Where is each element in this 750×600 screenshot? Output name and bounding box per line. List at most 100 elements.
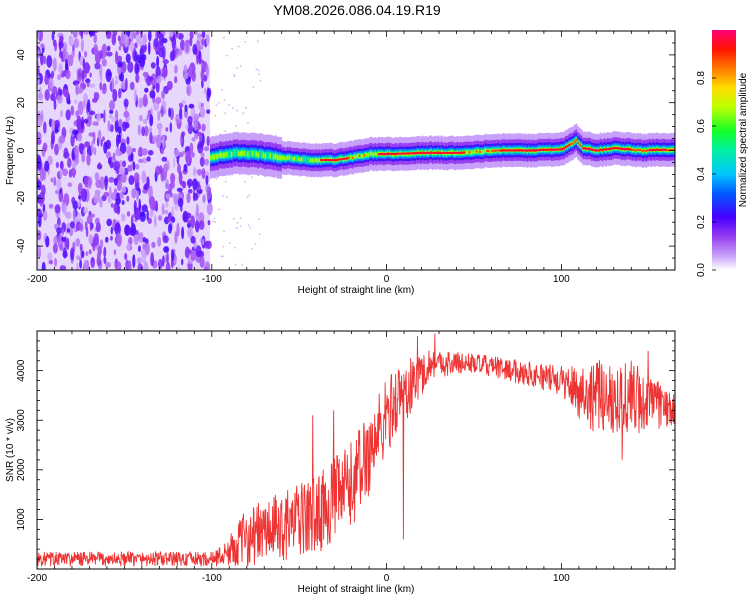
- signal-band-slice: [283, 156, 286, 160]
- noise-speckle: [120, 31, 126, 45]
- colorbar-tick-label: 0.0: [696, 263, 707, 277]
- noise-speckle: [89, 83, 96, 88]
- snr-series-line: [37, 333, 675, 568]
- signal-band-slice: [578, 143, 581, 146]
- noise-speckle: [110, 235, 113, 241]
- noise-speckle: [101, 136, 105, 142]
- signal-band-slice: [210, 155, 213, 161]
- noise-speckle: [187, 227, 193, 239]
- signal-band-slice: [288, 155, 291, 160]
- signal-band-slice: [355, 154, 358, 159]
- signal-band-slice: [643, 149, 646, 152]
- noise-speckle: [93, 147, 97, 156]
- noise-speckle: [40, 43, 45, 49]
- noise-speckle: [141, 148, 148, 156]
- noise-speckle: [82, 58, 86, 70]
- noise-speckle: [224, 112, 226, 114]
- signal-band-slice: [318, 158, 321, 163]
- noise-speckle: [108, 176, 115, 183]
- snr-y-tick-label: 4000: [16, 359, 27, 382]
- signal-core-slice: [505, 149, 508, 152]
- noise-speckle: [67, 182, 73, 187]
- signal-core-slice: [596, 149, 599, 152]
- signal-band-slice: [222, 152, 225, 158]
- noise-speckle: [101, 85, 107, 95]
- noise-speckle: [194, 31, 198, 35]
- spectrogram-x-tick-label: -100: [202, 274, 222, 285]
- spectrogram-y-label: Frequency (Hz): [5, 116, 16, 185]
- noise-speckle: [53, 119, 60, 130]
- signal-core-slice: [442, 151, 445, 154]
- signal-core-slice: [566, 145, 569, 148]
- noise-speckle: [149, 114, 154, 127]
- noise-speckle: [171, 216, 176, 223]
- noise-speckle: [73, 38, 80, 48]
- noise-speckle: [37, 31, 40, 40]
- signal-core-slice: [414, 152, 417, 155]
- signal-core-slice: [412, 152, 415, 155]
- noise-speckle: [148, 76, 154, 82]
- noise-speckle: [157, 236, 162, 247]
- noise-speckle: [186, 178, 194, 187]
- signal-core-slice: [409, 152, 412, 155]
- noise-speckle: [249, 226, 252, 229]
- noise-speckle: [166, 252, 169, 264]
- noise-speckle: [106, 151, 112, 159]
- noise-speckle: [199, 106, 206, 118]
- noise-speckle: [198, 220, 205, 230]
- noise-speckle: [239, 225, 242, 227]
- noise-speckle: [168, 107, 172, 118]
- noise-speckle: [179, 107, 183, 120]
- noise-speckle: [141, 204, 148, 213]
- signal-band-slice: [349, 155, 352, 160]
- noise-speckle: [181, 131, 185, 138]
- noise-speckle: [175, 31, 179, 38]
- noise-speckle: [220, 255, 223, 258]
- signal-core-slice: [461, 151, 464, 154]
- noise-speckle: [88, 132, 95, 137]
- noise-speckle: [168, 223, 172, 234]
- noise-speckle: [132, 254, 136, 268]
- signal-band-slice: [286, 155, 290, 160]
- noise-speckle: [98, 162, 101, 168]
- signal-band-slice: [570, 142, 573, 146]
- noise-speckle: [121, 213, 126, 222]
- noise-speckle: [144, 183, 148, 191]
- signal-core-slice: [446, 151, 448, 154]
- signal-core-slice: [325, 159, 328, 162]
- noise-speckle: [114, 222, 121, 236]
- noise-speckle: [119, 165, 125, 175]
- noise-speckle: [183, 64, 188, 73]
- noise-speckle: [144, 87, 149, 93]
- signal-band-slice: [304, 156, 307, 163]
- noise-speckle: [52, 243, 58, 254]
- chart-title: YM08.2026.086.04.19.R19: [273, 2, 441, 18]
- signal-core-slice: [612, 147, 615, 150]
- noise-speckle: [248, 194, 250, 197]
- noise-speckle: [183, 163, 188, 172]
- noise-speckle: [101, 58, 107, 67]
- noise-speckle: [84, 78, 91, 83]
- signal-core-slice: [381, 153, 384, 156]
- noise-speckle: [190, 236, 196, 244]
- signal-core-slice: [500, 149, 503, 152]
- noise-speckle: [191, 137, 196, 142]
- noise-speckle: [214, 114, 217, 117]
- signal-core-slice: [398, 152, 401, 155]
- noise-speckle: [70, 247, 75, 261]
- signal-core-slice: [437, 151, 440, 154]
- signal-core-slice: [339, 158, 342, 161]
- noise-speckle: [105, 139, 112, 150]
- noise-speckle: [137, 124, 141, 136]
- noise-speckle: [113, 249, 117, 256]
- noise-speckle: [232, 107, 234, 109]
- noise-speckle: [229, 242, 231, 244]
- spectrogram-y-tick-label: -20: [16, 191, 27, 206]
- noise-speckle: [44, 89, 50, 101]
- noise-speckle: [197, 141, 204, 154]
- signal-band-slice: [213, 154, 216, 160]
- signal-band-slice: [465, 150, 468, 155]
- signal-core-slice: [648, 149, 651, 152]
- noise-speckle: [129, 81, 135, 91]
- noise-speckle: [55, 189, 59, 195]
